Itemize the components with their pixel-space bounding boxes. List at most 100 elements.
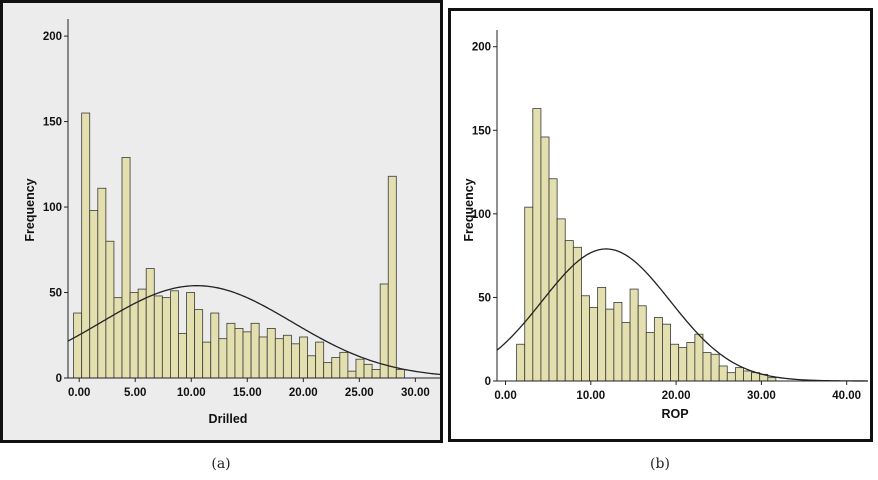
histogram-bar: [686, 342, 696, 382]
histogram-bar: [81, 112, 91, 379]
histogram-bar: [323, 362, 333, 379]
x-tick-label: 10.00: [177, 387, 206, 399]
y-tick-label: 0: [485, 376, 491, 388]
y-tick-label: 150: [43, 117, 62, 129]
histogram-bar: [170, 290, 179, 379]
histogram-bar: [153, 295, 163, 379]
histogram-bar: [161, 297, 171, 379]
histogram-bar: [274, 338, 284, 379]
histogram-bar: [242, 331, 252, 379]
histogram-bar: [371, 369, 381, 379]
panel-a: 0 50 100 150 200 0.00 5.00 10.00 15.00 20.00 25.0…: [0, 0, 443, 443]
histogram-bar: [194, 309, 204, 379]
histogram-bar: [718, 365, 728, 382]
y-tick-label: 200: [472, 42, 491, 54]
histogram-bar: [363, 363, 373, 379]
x-tick-label: 10.00: [576, 390, 605, 402]
histogram-bar: [339, 351, 349, 379]
y-tick-label: 0: [56, 373, 62, 385]
histogram-bar: [299, 336, 308, 379]
panel-b: 0 50 100 150 200 0.00 10.00 20.00 30.00 40.00 RO…: [448, 8, 873, 442]
histogram-bar: [629, 288, 639, 382]
histogram-bar: [73, 312, 83, 379]
y-tick-label: 200: [43, 31, 62, 43]
histogram-bar: [113, 297, 123, 379]
histogram-bar: [331, 357, 341, 379]
y-tick-label: 150: [472, 125, 491, 137]
panel-a-caption: (a): [211, 456, 230, 472]
panel-a-y-ticks: 0 50 100 150 200: [43, 31, 68, 385]
panel-b-axes: [496, 30, 868, 382]
histogram-bar: [645, 332, 655, 382]
x-tick-label: 25.00: [345, 387, 374, 399]
panel-b-bars: [516, 108, 777, 382]
x-tick-label: 0.00: [68, 387, 90, 399]
x-tick-label: 40.00: [832, 390, 861, 402]
histogram-bar: [694, 333, 704, 382]
histogram-bar: [743, 370, 752, 382]
y-tick-label: 100: [43, 202, 62, 214]
histogram-bar: [178, 333, 187, 379]
histogram-bar: [767, 377, 777, 382]
histogram-bar: [710, 353, 720, 382]
histogram-bar: [564, 240, 574, 382]
x-tick-label: 20.00: [662, 390, 691, 402]
histogram-bar: [121, 157, 131, 379]
histogram-bar: [234, 328, 244, 379]
histogram-bar: [105, 240, 115, 379]
histogram-bar: [347, 370, 357, 379]
histogram-bar: [395, 369, 405, 379]
histogram-bar: [145, 268, 155, 379]
histogram-bar: [605, 308, 615, 382]
x-tick-label: 20.00: [289, 387, 318, 399]
panel-a-x-ticks: 0.00 5.00 10.00 15.00 20.00 25.00 30.00: [68, 378, 430, 399]
panel-b-y-axis-label: Frequency: [462, 178, 476, 241]
panel-b-x-axis-label: ROP: [661, 407, 688, 421]
histogram-bar: [210, 312, 220, 379]
histogram-bar: [250, 322, 260, 379]
histogram-bar: [589, 307, 599, 382]
panel-b-caption: (b): [650, 456, 670, 472]
x-tick-label: 15.00: [233, 387, 262, 399]
histogram-bar: [556, 218, 566, 382]
y-tick-label: 100: [472, 209, 491, 221]
histogram-bar: [702, 352, 712, 382]
histogram-bar: [637, 305, 647, 382]
histogram-bar: [307, 355, 317, 379]
histogram-bar: [516, 343, 526, 382]
histogram-bar: [621, 322, 631, 382]
histogram-bar: [613, 302, 623, 382]
histogram-bar: [266, 328, 276, 379]
x-tick-label: 5.00: [124, 387, 146, 399]
histogram-bar: [137, 288, 147, 379]
histogram-bar: [387, 175, 397, 379]
histogram-bar: [662, 323, 671, 382]
histogram-bar: [202, 341, 212, 379]
histogram-bar: [258, 336, 268, 379]
panel-b-y-ticks: 0 50 100 150 200: [472, 42, 497, 388]
x-tick-label: 30.00: [401, 387, 430, 399]
histogram-bar: [524, 206, 534, 382]
panel-a-x-axis-label: Drilled: [209, 412, 248, 426]
y-tick-label: 50: [49, 288, 62, 300]
histogram-bar: [670, 343, 680, 382]
histogram-bar: [97, 187, 107, 379]
panel-a-axes: [67, 19, 440, 379]
panel-b-x-ticks: 0.00 10.00 20.00 30.00 40.00: [494, 381, 861, 402]
histogram-bar: [186, 292, 196, 379]
panel-b-normal-curve: [496, 248, 868, 382]
histogram-bar: [581, 295, 590, 382]
histogram-bar: [532, 108, 542, 382]
histogram-bar: [653, 317, 663, 382]
x-tick-label: 0.00: [494, 390, 516, 402]
panel-a-normal-curve: [67, 285, 441, 376]
histogram-bar: [226, 322, 236, 379]
histogram-bar: [89, 210, 99, 379]
histogram-bar: [734, 367, 744, 382]
histogram-bar: [315, 341, 325, 379]
histogram-bar: [726, 372, 736, 382]
histogram-bar: [678, 347, 688, 382]
x-tick-label: 30.00: [747, 390, 776, 402]
histogram-bar: [540, 136, 550, 382]
